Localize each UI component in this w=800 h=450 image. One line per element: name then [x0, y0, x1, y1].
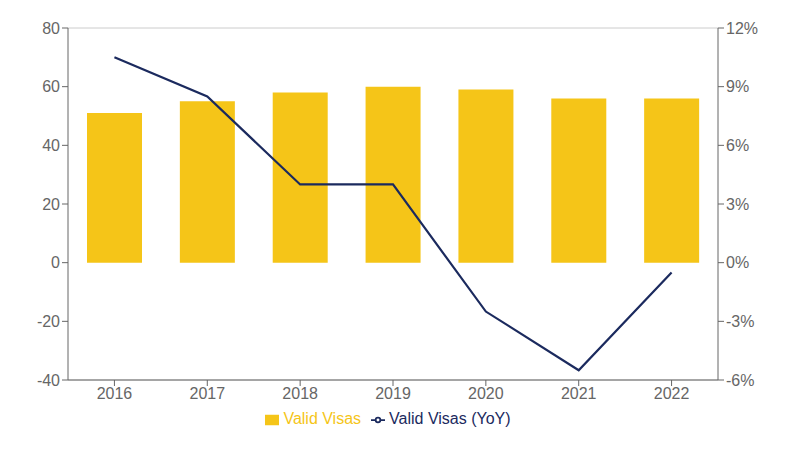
svg-text:12%: 12%	[726, 20, 758, 37]
svg-text:2022: 2022	[654, 385, 690, 402]
svg-text:-20: -20	[37, 313, 60, 330]
html-text:Valid Visas (YoY): Valid Visas (YoY)	[389, 410, 511, 427]
svg-text:2018: 2018	[282, 385, 318, 402]
svg-text:40: 40	[42, 137, 60, 154]
svg-text:3%: 3%	[726, 196, 749, 213]
svg-text:0: 0	[51, 254, 60, 271]
svg-text:80: 80	[42, 20, 60, 37]
svg-text:0%: 0%	[726, 254, 749, 271]
svg-text:20: 20	[42, 196, 60, 213]
svg-text:9%: 9%	[726, 78, 749, 95]
svg-text:2017: 2017	[189, 385, 225, 402]
svg-text:2016: 2016	[97, 385, 133, 402]
svg-text:2021: 2021	[561, 385, 597, 402]
svg-text:2020: 2020	[468, 385, 504, 402]
svg-text:2019: 2019	[375, 385, 411, 402]
svg-text:-3%: -3%	[726, 313, 754, 330]
svg-text:6%: 6%	[726, 137, 749, 154]
svg-text:60: 60	[42, 78, 60, 95]
svg-text:-6%: -6%	[726, 372, 754, 389]
html-text:Valid Visas: Valid Visas	[283, 410, 362, 427]
svg-text:-40: -40	[37, 372, 60, 389]
